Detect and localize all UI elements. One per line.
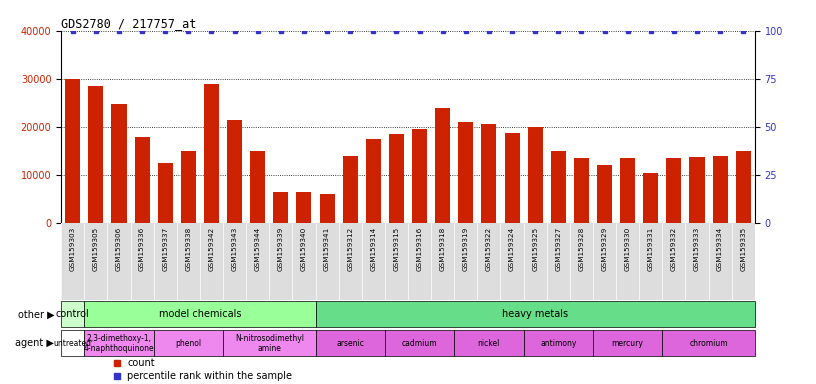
Bar (712, 156, 728, 223)
Text: GSM159336: GSM159336 (139, 227, 145, 271)
Bar (524, 330, 593, 356)
Bar (61, 330, 84, 356)
Bar (316, 301, 755, 328)
Text: GSM159328: GSM159328 (579, 227, 584, 271)
Bar (366, 139, 381, 223)
Bar (316, 330, 385, 356)
Bar (273, 192, 288, 223)
Text: GSM159331: GSM159331 (648, 227, 654, 271)
Bar (157, 163, 173, 223)
Text: antimony: antimony (540, 339, 576, 348)
Bar (223, 330, 316, 356)
Text: GSM159312: GSM159312 (347, 227, 353, 271)
Text: GSM159325: GSM159325 (532, 227, 539, 271)
Bar (597, 166, 612, 223)
Text: GSM159322: GSM159322 (486, 227, 492, 271)
Text: GSM159318: GSM159318 (440, 227, 446, 271)
Text: GSM159337: GSM159337 (162, 227, 168, 271)
Bar (459, 122, 473, 223)
Text: GSM159342: GSM159342 (208, 227, 215, 271)
Bar (593, 330, 663, 356)
Text: GSM159329: GSM159329 (601, 227, 608, 271)
Text: phenol: phenol (175, 339, 202, 348)
Text: percentile rank within the sample: percentile rank within the sample (127, 371, 292, 381)
Text: 2,3-dimethoxy-1,
4-naphthoquinone: 2,3-dimethoxy-1, 4-naphthoquinone (84, 334, 154, 353)
Text: other ▶: other ▶ (18, 310, 54, 319)
Bar (551, 151, 565, 223)
Text: GSM159324: GSM159324 (509, 227, 515, 271)
Text: GSM159316: GSM159316 (416, 227, 423, 271)
Bar (528, 127, 543, 223)
Text: GSM159327: GSM159327 (555, 227, 561, 271)
Text: GSM159305: GSM159305 (93, 227, 99, 271)
Bar (736, 151, 751, 223)
Bar (643, 172, 659, 223)
Text: model chemicals: model chemicals (158, 310, 242, 319)
Bar (84, 330, 153, 356)
Text: GSM159341: GSM159341 (324, 227, 330, 271)
Text: untreated: untreated (54, 339, 91, 348)
Bar (389, 134, 404, 223)
Bar (61, 301, 84, 328)
Bar (435, 108, 450, 223)
Text: count: count (127, 358, 155, 368)
Bar (65, 79, 80, 223)
Text: GSM159340: GSM159340 (301, 227, 307, 271)
Bar (112, 104, 126, 223)
Text: GSM159334: GSM159334 (717, 227, 723, 271)
Text: cadmium: cadmium (401, 339, 437, 348)
Text: GSM159314: GSM159314 (370, 227, 376, 271)
Bar (181, 151, 196, 223)
Bar (251, 151, 265, 223)
Bar (88, 86, 104, 223)
Text: chromium: chromium (690, 339, 728, 348)
Bar (481, 124, 496, 223)
Bar (204, 84, 219, 223)
Text: GSM159338: GSM159338 (185, 227, 192, 271)
Text: agent ▶: agent ▶ (16, 338, 54, 348)
Text: mercury: mercury (612, 339, 644, 348)
Text: GSM159335: GSM159335 (740, 227, 747, 271)
Bar (690, 157, 704, 223)
Text: GSM159303: GSM159303 (69, 227, 76, 271)
Text: GSM159333: GSM159333 (694, 227, 700, 271)
Bar (296, 192, 312, 223)
Bar (663, 330, 755, 356)
Text: heavy metals: heavy metals (502, 310, 568, 319)
Text: GSM159339: GSM159339 (277, 227, 284, 271)
Bar (667, 158, 681, 223)
Text: nickel: nickel (477, 339, 500, 348)
Text: GSM159332: GSM159332 (671, 227, 677, 271)
Bar (153, 330, 223, 356)
Bar (574, 158, 589, 223)
Bar (412, 129, 427, 223)
Text: GSM159343: GSM159343 (232, 227, 237, 271)
Text: arsenic: arsenic (336, 339, 364, 348)
Text: N-nitrosodimethyl
amine: N-nitrosodimethyl amine (235, 334, 304, 353)
Text: GDS2780 / 217757_at: GDS2780 / 217757_at (61, 17, 197, 30)
Bar (135, 137, 149, 223)
Bar (343, 156, 357, 223)
Bar (227, 120, 242, 223)
Text: GSM159330: GSM159330 (624, 227, 631, 271)
Text: GSM159344: GSM159344 (255, 227, 261, 271)
Bar (455, 330, 524, 356)
Text: control: control (55, 310, 90, 319)
Bar (84, 301, 316, 328)
Bar (620, 158, 635, 223)
Text: GSM159319: GSM159319 (463, 227, 469, 271)
Bar (504, 132, 520, 223)
Text: GSM159306: GSM159306 (116, 227, 122, 271)
Text: GSM159315: GSM159315 (393, 227, 400, 271)
Bar (385, 330, 455, 356)
Bar (320, 194, 335, 223)
